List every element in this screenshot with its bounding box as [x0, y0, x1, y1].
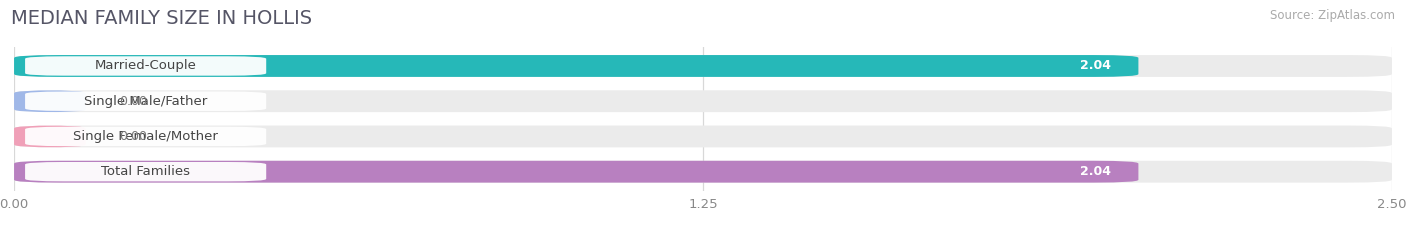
FancyBboxPatch shape — [14, 126, 1392, 147]
FancyBboxPatch shape — [14, 55, 1139, 77]
Text: Single Female/Mother: Single Female/Mother — [73, 130, 218, 143]
Text: Source: ZipAtlas.com: Source: ZipAtlas.com — [1270, 9, 1395, 22]
Text: Total Families: Total Families — [101, 165, 190, 178]
FancyBboxPatch shape — [14, 55, 1392, 77]
FancyBboxPatch shape — [14, 126, 86, 147]
FancyBboxPatch shape — [14, 161, 1392, 183]
Text: 2.04: 2.04 — [1080, 165, 1111, 178]
FancyBboxPatch shape — [14, 161, 1139, 183]
Text: 0.00: 0.00 — [118, 95, 146, 108]
Text: 0.00: 0.00 — [118, 130, 146, 143]
FancyBboxPatch shape — [25, 162, 266, 181]
FancyBboxPatch shape — [14, 90, 86, 112]
FancyBboxPatch shape — [25, 56, 266, 76]
Text: MEDIAN FAMILY SIZE IN HOLLIS: MEDIAN FAMILY SIZE IN HOLLIS — [11, 9, 312, 28]
FancyBboxPatch shape — [25, 92, 266, 111]
Text: Single Male/Father: Single Male/Father — [84, 95, 207, 108]
FancyBboxPatch shape — [25, 127, 266, 146]
Text: Married-Couple: Married-Couple — [94, 59, 197, 72]
Text: 2.04: 2.04 — [1080, 59, 1111, 72]
FancyBboxPatch shape — [14, 90, 1392, 112]
